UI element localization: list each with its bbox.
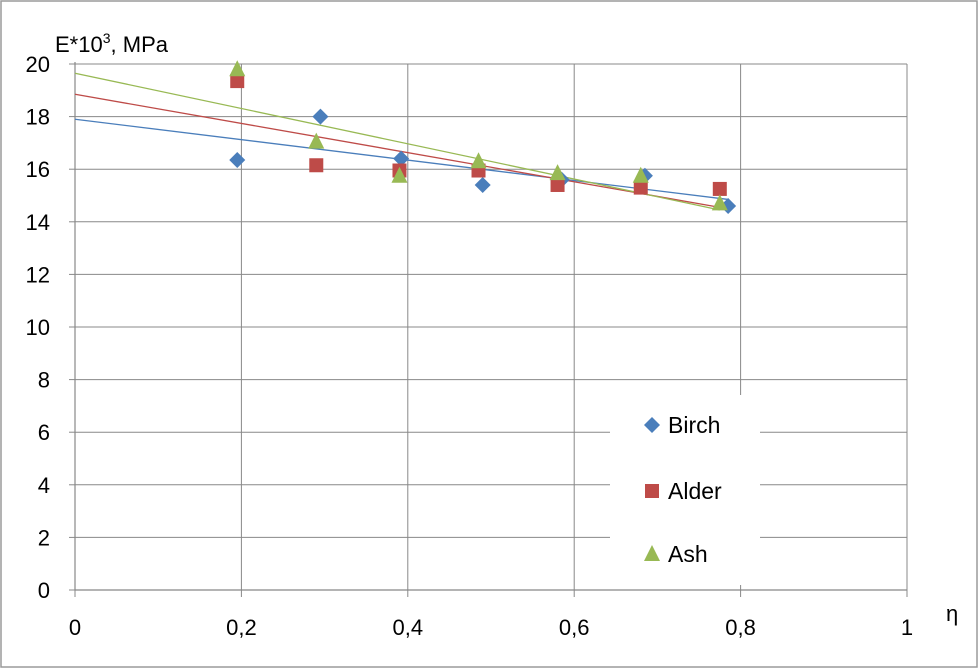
point-alder <box>309 158 324 173</box>
legend-marker-birch <box>644 417 660 433</box>
legend-label-alder: Alder <box>668 478 722 504</box>
y-tick-label: 16 <box>26 157 50 182</box>
y-tick-label: 8 <box>38 368 50 393</box>
y-tick-label: 18 <box>26 105 50 130</box>
point-alder <box>633 180 648 195</box>
axes <box>69 62 908 597</box>
point-alder <box>230 74 245 89</box>
point-ash <box>549 164 566 181</box>
legend-label-birch: Birch <box>668 412 720 438</box>
point-ash <box>391 166 408 183</box>
point-ash <box>470 152 487 169</box>
y-tick-label: 4 <box>38 473 50 498</box>
legend-box <box>610 395 760 585</box>
y-axis-label-base: E*10 <box>55 32 103 57</box>
point-alder <box>712 181 727 196</box>
point-alder <box>550 177 565 192</box>
y-tick-label: 2 <box>38 525 50 550</box>
y-tick-label: 12 <box>26 262 50 287</box>
point-ash <box>229 60 246 77</box>
x-tick-label: 0 <box>69 615 81 640</box>
legend-marker-alder <box>645 484 659 498</box>
point-ash <box>711 194 728 211</box>
y-tick-label: 20 <box>26 52 50 77</box>
x-tick-label: 0,6 <box>559 615 590 640</box>
y-tick-label: 10 <box>26 315 50 340</box>
point-ash <box>308 132 325 149</box>
x-tick-label: 1 <box>901 615 913 640</box>
x-tick-label: 0,2 <box>226 615 257 640</box>
legend-marker-ash <box>644 545 660 561</box>
point-ash <box>632 166 649 183</box>
trend-line-ash <box>74 72 720 211</box>
x-tick-label: 0,8 <box>725 615 756 640</box>
grid-lines <box>75 63 908 590</box>
data-points <box>229 60 737 215</box>
y-axis-label-unit: , MPa <box>111 32 169 57</box>
y-tick-label: 0 <box>38 578 50 603</box>
y-tick-label: 6 <box>38 420 50 445</box>
y-axis-label: E*103, MPa <box>55 30 169 57</box>
point-birch <box>229 151 246 168</box>
x-axis-label: η <box>946 601 958 626</box>
x-tick-label: 0,4 <box>393 615 424 640</box>
legend-label-ash: Ash <box>668 541 708 567</box>
point-birch <box>393 150 410 167</box>
y-tick-label: 14 <box>26 210 50 235</box>
trend-line-alder <box>74 93 720 208</box>
point-birch <box>312 108 329 125</box>
legend: Birch Alder Ash <box>610 395 760 585</box>
y-axis-label-exponent: 3 <box>103 30 111 46</box>
point-birch <box>474 176 491 193</box>
